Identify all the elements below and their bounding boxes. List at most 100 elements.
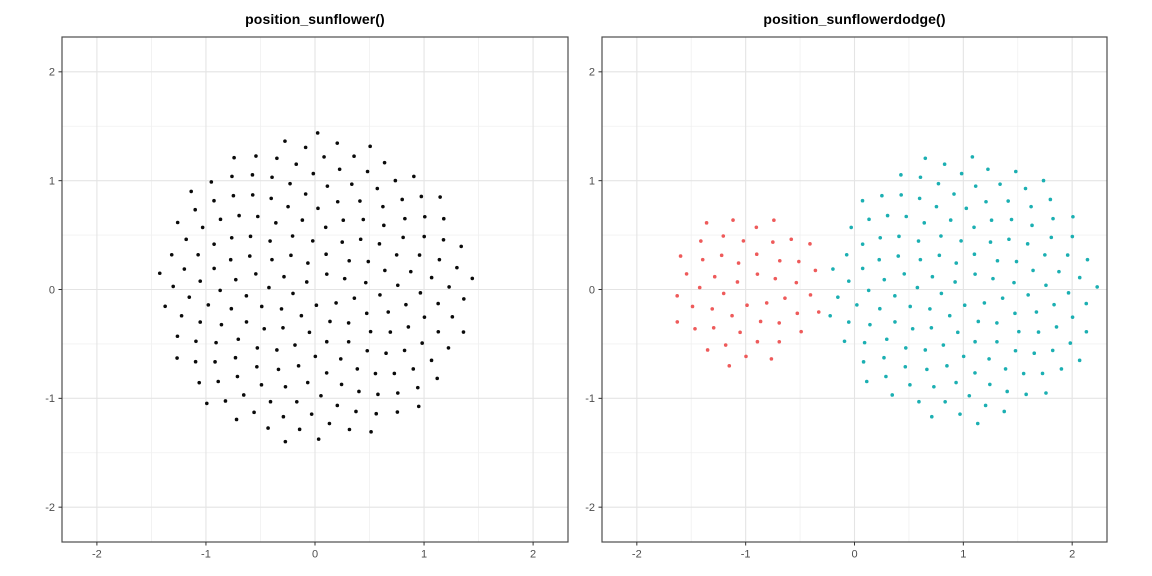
data-point <box>777 258 782 263</box>
data-point <box>777 339 782 344</box>
data-point <box>392 371 397 376</box>
series-group-2-dodged <box>828 155 1099 426</box>
data-point <box>459 244 464 249</box>
data-point <box>861 360 866 364</box>
data-point <box>233 355 238 360</box>
data-point <box>1043 253 1047 257</box>
data-point <box>846 279 851 283</box>
data-point <box>1068 341 1073 345</box>
data-point <box>375 186 380 191</box>
data-point <box>745 303 749 308</box>
data-point <box>1030 223 1034 228</box>
data-point <box>455 265 459 270</box>
data-point <box>719 253 724 258</box>
data-point <box>416 404 421 409</box>
data-point <box>412 174 416 179</box>
data-point <box>212 266 216 271</box>
data-point <box>373 371 378 376</box>
data-point <box>268 399 273 404</box>
data-point <box>721 291 726 296</box>
data-point <box>867 217 871 222</box>
data-point <box>975 421 980 426</box>
data-point <box>723 343 728 347</box>
data-point <box>959 171 964 176</box>
data-point <box>307 330 312 335</box>
data-point <box>378 293 382 297</box>
data-point <box>868 322 872 327</box>
data-point <box>884 374 888 379</box>
data-point <box>402 348 407 353</box>
data-point <box>290 234 295 238</box>
data-point <box>842 339 847 344</box>
data-point <box>903 346 908 350</box>
data-point <box>446 346 451 350</box>
data-point <box>194 339 198 344</box>
data-point <box>171 284 175 289</box>
data-point <box>991 276 995 281</box>
data-point <box>675 294 679 298</box>
data-point <box>267 285 271 290</box>
data-point <box>1050 348 1055 353</box>
data-point <box>932 384 936 389</box>
data-point <box>1034 310 1039 314</box>
data-point <box>363 280 368 285</box>
data-point <box>929 414 934 419</box>
data-point <box>216 379 221 384</box>
data-point <box>1012 280 1016 285</box>
data-point <box>998 182 1002 186</box>
data-point <box>212 242 216 246</box>
data-point <box>422 234 427 239</box>
data-point <box>368 144 372 149</box>
data-point <box>860 242 865 246</box>
data-point <box>200 225 205 230</box>
data-point <box>1048 197 1053 202</box>
data-point <box>862 340 867 345</box>
data-point <box>754 225 759 230</box>
data-point <box>988 240 993 244</box>
data-point <box>1084 329 1089 334</box>
data-point <box>327 421 332 426</box>
data-point <box>437 257 442 262</box>
data-point <box>247 254 252 258</box>
data-point <box>972 225 976 230</box>
data-point <box>252 410 256 415</box>
data-point <box>783 296 787 300</box>
data-point <box>236 337 241 342</box>
data-point <box>972 252 977 256</box>
data-point <box>1077 275 1082 280</box>
data-point <box>896 254 901 258</box>
data-point <box>175 220 180 225</box>
data-point <box>281 326 285 330</box>
data-point <box>1049 235 1054 240</box>
data-point <box>973 184 978 188</box>
data-point <box>206 303 211 307</box>
data-point <box>294 400 299 404</box>
data-point <box>365 348 370 353</box>
data-point <box>169 252 174 257</box>
data-point <box>864 379 869 384</box>
data-point <box>1051 216 1055 221</box>
data-point <box>374 411 379 416</box>
data-point <box>255 364 259 369</box>
data-point <box>918 257 923 262</box>
data-point <box>1052 302 1056 307</box>
data-point <box>758 319 763 324</box>
data-point <box>315 131 320 135</box>
data-point <box>230 174 234 179</box>
data-point <box>335 141 340 145</box>
data-point <box>338 357 343 361</box>
data-point <box>1025 242 1030 246</box>
data-point <box>436 301 440 306</box>
data-point <box>182 267 187 271</box>
data-point <box>1095 285 1099 289</box>
data-point <box>1044 283 1048 288</box>
data-point <box>1009 217 1014 222</box>
data-point <box>179 313 184 318</box>
data-point <box>368 329 373 334</box>
data-point <box>1059 367 1064 371</box>
data-point <box>418 291 423 295</box>
plot-title-sunflowerdodge: position_sunflowerdodge() <box>763 11 946 27</box>
data-point <box>229 306 234 311</box>
data-point <box>270 257 274 262</box>
